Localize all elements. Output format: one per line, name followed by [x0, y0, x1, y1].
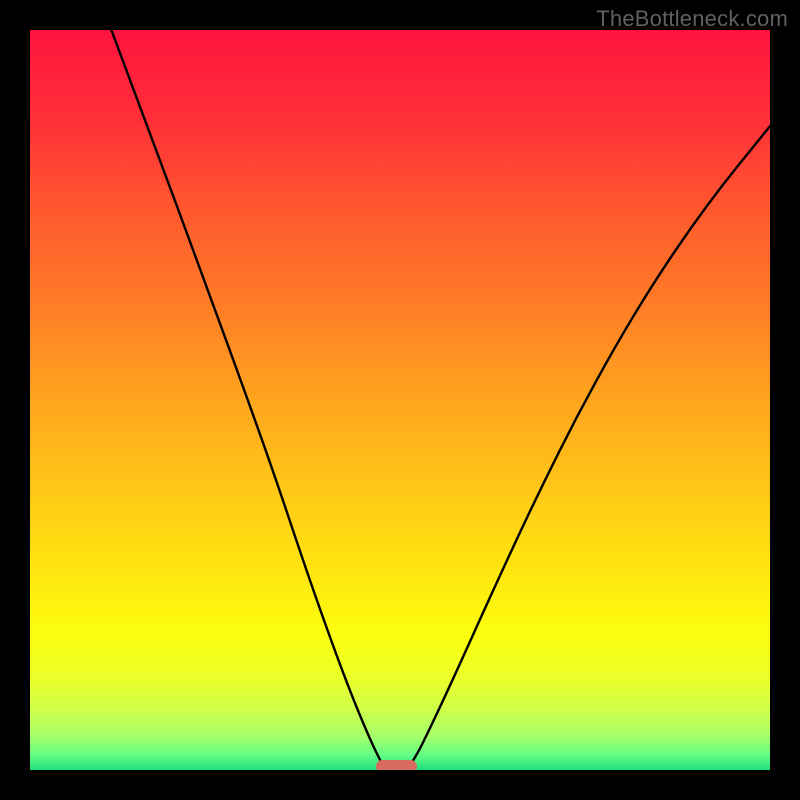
curve-right-branch — [407, 126, 770, 768]
plot-area — [30, 30, 770, 770]
chart-container: TheBottleneck.com — [0, 0, 800, 800]
curve-left-branch — [111, 30, 385, 769]
optimum-marker — [376, 760, 417, 770]
plot-frame — [0, 0, 800, 800]
bottleneck-curve — [30, 30, 770, 770]
watermark-text: TheBottleneck.com — [596, 6, 788, 32]
